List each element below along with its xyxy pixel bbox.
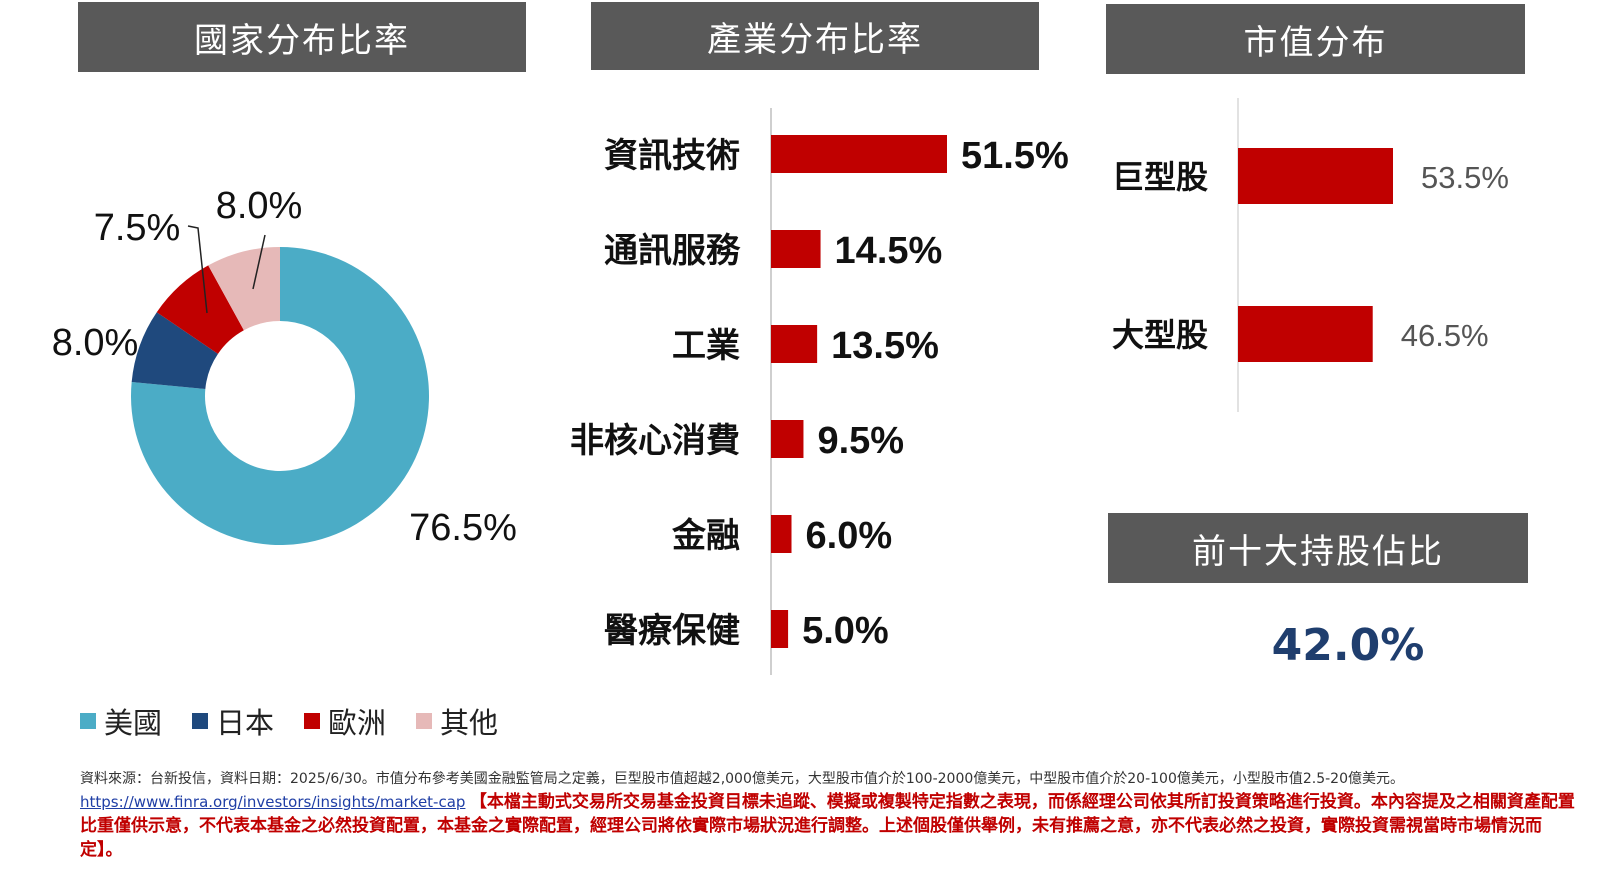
industry-bar-3: [771, 420, 804, 458]
donut-slice-other: [208, 247, 280, 331]
industry-bar-2: [771, 325, 818, 363]
industry-category-3: 非核心消費: [570, 421, 740, 461]
legend-item-other: 其他: [416, 700, 498, 742]
legend-swatch-europe: [304, 713, 321, 729]
industry-bar-0: [771, 135, 947, 173]
donut-slice-japan: [131, 312, 218, 389]
top10-header: 前十大持股佔比: [1108, 513, 1528, 583]
leader-line-europe: [187, 225, 208, 314]
donut-label-europe: 7.5%: [94, 207, 181, 249]
industry-value-0: 51.5%: [961, 135, 1069, 177]
marketcap-category-1: 大型股: [1112, 316, 1208, 354]
legend-swatch-other: [416, 713, 433, 729]
legend-label-us: 美國: [104, 706, 163, 740]
industry-header: 產業分布比率: [591, 2, 1039, 70]
leader-line-other: [252, 234, 266, 290]
industry-bar-5: [771, 610, 789, 648]
donut-label-japan: 8.0%: [52, 322, 139, 364]
industry-category-1: 通訊服務: [604, 231, 741, 271]
industry-value-3: 9.5%: [817, 420, 904, 462]
legend-item-japan: 日本: [192, 700, 274, 742]
industry-value-4: 6.0%: [806, 515, 893, 557]
footer: 資料來源：台新投信，資料日期：2025/6/30。市值分布參考美國金融監管局之定…: [80, 768, 1580, 863]
legend-label-other: 其他: [440, 706, 499, 740]
industry-category-0: 資訊技術: [604, 136, 740, 176]
finra-link[interactable]: https://www.finra.org/investors/insights…: [80, 793, 466, 811]
legend-label-europe: 歐洲: [328, 706, 387, 740]
industry-category-4: 金融: [671, 516, 740, 556]
legend-label-japan: 日本: [216, 706, 275, 740]
top10-value: 42.0%: [1271, 620, 1425, 671]
source-note: 資料來源：台新投信，資料日期：2025/6/30。市值分布參考美國金融監管局之定…: [80, 771, 1404, 787]
marketcap-value-0: 53.5%: [1421, 160, 1509, 195]
marketcap-bar-0: [1238, 148, 1393, 204]
marketcap-category-0: 巨型股: [1112, 158, 1208, 196]
industry-bar-4: [771, 515, 792, 553]
donut-label-us: 76.5%: [409, 507, 517, 549]
industry-category-2: 工業: [672, 326, 740, 366]
legend-swatch-us: [80, 713, 96, 729]
disclaimer: 【本檔主動式交易所交易基金投資目標未追蹤、模擬或複製特定指數之表現，而係經理公司…: [80, 792, 1575, 860]
marketcap-header: 市值分布: [1106, 4, 1525, 74]
donut-slice-europe: [156, 265, 244, 354]
industry-category-5: 醫療保健: [604, 611, 740, 651]
legend-item-europe: 歐洲: [304, 700, 386, 742]
country-legend: 美國 日本 歐洲 其他: [80, 700, 498, 742]
donut-label-other: 8.0%: [216, 185, 303, 227]
industry-bar-1: [771, 230, 821, 268]
donut-slice-us: [130, 247, 430, 545]
country-header: 國家分布比率: [78, 2, 526, 72]
industry-value-5: 5.0%: [802, 610, 889, 652]
industry-value-2: 13.5%: [831, 325, 939, 367]
legend-item-us: 美國: [80, 700, 162, 742]
industry-value-1: 14.5%: [835, 230, 943, 272]
marketcap-bar-1: [1238, 306, 1373, 362]
marketcap-value-1: 46.5%: [1401, 318, 1489, 353]
legend-swatch-japan: [192, 713, 209, 729]
